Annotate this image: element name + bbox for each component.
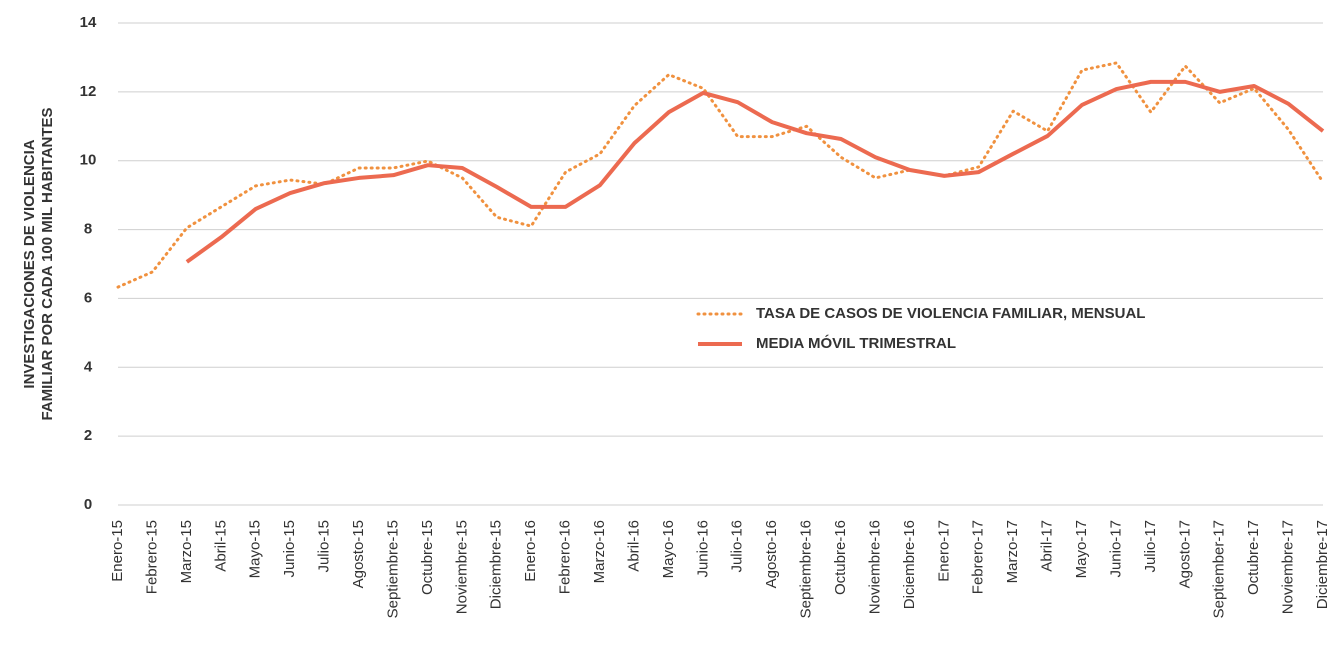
x-tick-label: Enero-15 [109,520,126,582]
x-tick-label: Junio-16 [694,520,711,578]
x-tick-label: Septiember-17 [1211,520,1228,618]
x-tick-label: Enero-17 [935,520,952,582]
line-series [185,79,1325,264]
x-tick-label: Noviembre-17 [1280,520,1297,614]
y-tick-label: 10 [80,152,97,169]
x-tick-label: Octubre-15 [419,520,436,595]
y-tick-label: 0 [84,496,92,513]
legend-label: TASA DE CASOS DE VIOLENCIA FAMILIAR, MEN… [756,305,1145,322]
x-tick-label: Agosto-17 [1176,520,1193,588]
x-tick-label: Septiembre-15 [384,520,401,618]
x-tick-label: Mayo-17 [1073,520,1090,578]
x-tick-label: Febrero-16 [557,520,574,594]
y-tick-label: 14 [80,14,97,31]
x-tick-label: Abril-17 [1039,520,1056,572]
x-tick-label: Agosto-15 [350,520,367,588]
x-tick-label: Abril-15 [212,520,229,572]
x-tick-label: Febrero-15 [143,520,160,594]
x-tick-label: Febrero-17 [970,520,987,594]
x-tick-label: Marzo-15 [178,520,195,583]
y-axis-title: INVESTIGACIONES DE VIOLENCIA [21,139,38,388]
x-tick-label: Julio-15 [316,520,333,573]
y-tick-label: 4 [84,358,93,375]
x-tick-label: Junio-15 [281,520,298,578]
x-tick-label: Octubre-16 [832,520,849,595]
x-tick-label: Noviembre-16 [866,520,883,614]
legend-label: MEDIA MÓVIL TRIMESTRAL [756,334,956,352]
y-axis-title: FAMILIAR POR CADA 100 MIL HABITANTES [39,107,56,420]
x-tick-label: Septiembre-16 [798,520,815,618]
line-series [116,61,1325,289]
x-tick-label: Marzo-16 [591,520,608,583]
x-tick-label: Marzo-17 [1004,520,1021,583]
x-tick-label: Mayo-15 [247,520,264,578]
x-tick-label: Mayo-16 [660,520,677,578]
x-tick-label: Diciembre-15 [488,520,505,609]
x-tick-label: Diciembre-17 [1314,520,1331,609]
x-tick-label: Octubre-17 [1245,520,1262,595]
x-tick-label: Diciembre-16 [901,520,918,609]
y-tick-label: 12 [80,83,97,100]
y-tick-label: 8 [84,221,92,238]
y-tick-label: 6 [84,289,92,306]
x-tick-label: Junio-17 [1107,520,1124,578]
x-tick-label: Enero-16 [522,520,539,582]
x-tick-label: Agosto-16 [763,520,780,588]
x-tick-label: Abril-16 [625,520,642,572]
x-tick-label: Noviembre-15 [453,520,470,614]
x-tick-label: Julio-17 [1142,520,1159,573]
x-tick-label: Julio-16 [729,520,746,573]
y-tick-label: 2 [84,427,92,444]
